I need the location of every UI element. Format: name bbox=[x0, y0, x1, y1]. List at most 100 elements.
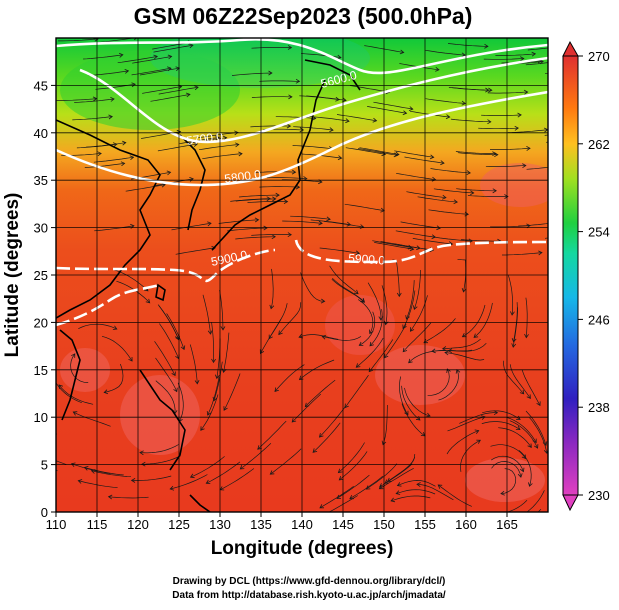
streamline bbox=[257, 420, 287, 450]
streamline-arrow bbox=[431, 176, 437, 182]
streamline bbox=[506, 499, 528, 512]
streamline-arrow bbox=[402, 324, 407, 330]
streamline bbox=[359, 147, 399, 155]
streamline-arrow bbox=[473, 333, 479, 338]
streamline bbox=[190, 456, 225, 478]
streamline bbox=[368, 339, 394, 372]
streamline bbox=[367, 106, 407, 114]
streamline bbox=[393, 243, 434, 251]
streamline bbox=[170, 474, 208, 490]
streamline bbox=[425, 49, 466, 56]
streamline bbox=[84, 162, 125, 168]
streamline-arrow bbox=[107, 494, 113, 500]
streamline bbox=[332, 277, 365, 303]
streamline bbox=[157, 304, 179, 340]
streamline bbox=[423, 318, 456, 343]
streamline bbox=[220, 468, 255, 491]
streamline bbox=[390, 495, 431, 502]
streamline-arrow bbox=[189, 473, 195, 479]
streamline-arrow bbox=[533, 444, 539, 449]
streamline-arrow bbox=[492, 188, 497, 194]
streamline-arrow bbox=[288, 94, 293, 100]
y-tick-label: 30 bbox=[34, 221, 48, 236]
streamline-arrow bbox=[271, 234, 276, 240]
streamline-arrow bbox=[215, 135, 220, 141]
colorbar-top-arrow bbox=[562, 40, 579, 57]
streamline-arrow bbox=[124, 69, 130, 74]
streamline-arrow bbox=[527, 443, 532, 449]
streamline bbox=[301, 153, 342, 159]
streamline bbox=[309, 116, 350, 122]
streamline bbox=[521, 369, 541, 406]
borneo-coastline bbox=[189, 494, 211, 512]
streamline bbox=[374, 242, 414, 250]
colorbar-tick-label: 262 bbox=[588, 137, 610, 152]
streamline-arrow bbox=[390, 497, 396, 503]
streamline-arrow bbox=[326, 216, 331, 222]
streamline bbox=[247, 201, 288, 203]
streamline-arrow bbox=[395, 490, 401, 495]
streamline bbox=[56, 469, 58, 472]
streamline-arrow bbox=[488, 87, 493, 93]
streamline bbox=[227, 227, 268, 232]
streamline-arrow bbox=[166, 170, 172, 176]
streamline bbox=[525, 62, 548, 66]
streamline-arrow bbox=[514, 125, 519, 131]
streamline-arrow bbox=[335, 96, 340, 102]
streamline-arrow bbox=[515, 425, 521, 431]
y-tick-label: 45 bbox=[34, 78, 48, 93]
streamline bbox=[367, 282, 382, 320]
x-tick-label: 145 bbox=[332, 517, 354, 532]
streamline-arrow bbox=[20, 458, 24, 462]
streamline bbox=[278, 302, 302, 335]
streamline-arrow bbox=[526, 394, 531, 400]
x-tick-label: 150 bbox=[373, 517, 395, 532]
streamline-arrow bbox=[446, 368, 451, 373]
streamline-arrow bbox=[299, 127, 305, 133]
y-axis-ticks: 0 5 10 15 20 25 30 35 40 45 bbox=[34, 78, 56, 520]
streamline bbox=[345, 147, 386, 155]
asia-coastline bbox=[56, 119, 161, 319]
streamline-arrow bbox=[286, 123, 292, 129]
streamline-arrow bbox=[193, 142, 199, 147]
streamline bbox=[397, 480, 436, 487]
y-tick-label: 15 bbox=[34, 363, 48, 378]
warm-blob bbox=[480, 163, 548, 207]
streamline-arrow bbox=[408, 106, 414, 111]
streamline bbox=[413, 269, 421, 310]
streamline-arrow bbox=[511, 338, 517, 343]
streamline bbox=[132, 56, 172, 64]
contour-label: 5800.0 bbox=[223, 167, 262, 186]
y-tick-label: 0 bbox=[41, 505, 48, 520]
streamline-arrow bbox=[122, 140, 127, 146]
streamline bbox=[270, 268, 274, 309]
colorbar-tick-label: 270 bbox=[588, 49, 610, 64]
colorbar-tick-label: 254 bbox=[588, 225, 610, 240]
streamline-arrow bbox=[128, 356, 133, 362]
streamline-arrow bbox=[118, 52, 124, 58]
y-tick-label: 10 bbox=[34, 410, 48, 425]
colorbar-tick-label: 238 bbox=[588, 400, 610, 415]
streamline-arrow bbox=[189, 43, 194, 49]
streamline bbox=[78, 323, 117, 330]
streamline bbox=[529, 417, 548, 454]
streamline-arrow bbox=[413, 305, 418, 311]
streamline bbox=[125, 184, 166, 192]
contour-label: 5700.0 bbox=[185, 129, 224, 148]
streamline-arrow bbox=[269, 470, 275, 475]
streamline bbox=[155, 357, 178, 392]
streamline bbox=[117, 56, 158, 64]
streamline-arrow bbox=[381, 151, 387, 157]
streamline bbox=[394, 150, 434, 158]
streamline bbox=[438, 369, 459, 401]
streamline bbox=[444, 352, 485, 361]
streamline-arrow bbox=[223, 406, 228, 411]
streamline-arrow bbox=[365, 485, 371, 490]
streamline-arrow bbox=[372, 117, 378, 123]
streamline-arrow bbox=[528, 482, 533, 487]
streamline-arrow bbox=[416, 482, 421, 488]
streamline bbox=[379, 467, 414, 490]
streamline-arrow bbox=[269, 304, 275, 310]
contour-5700 bbox=[79, 56, 548, 144]
